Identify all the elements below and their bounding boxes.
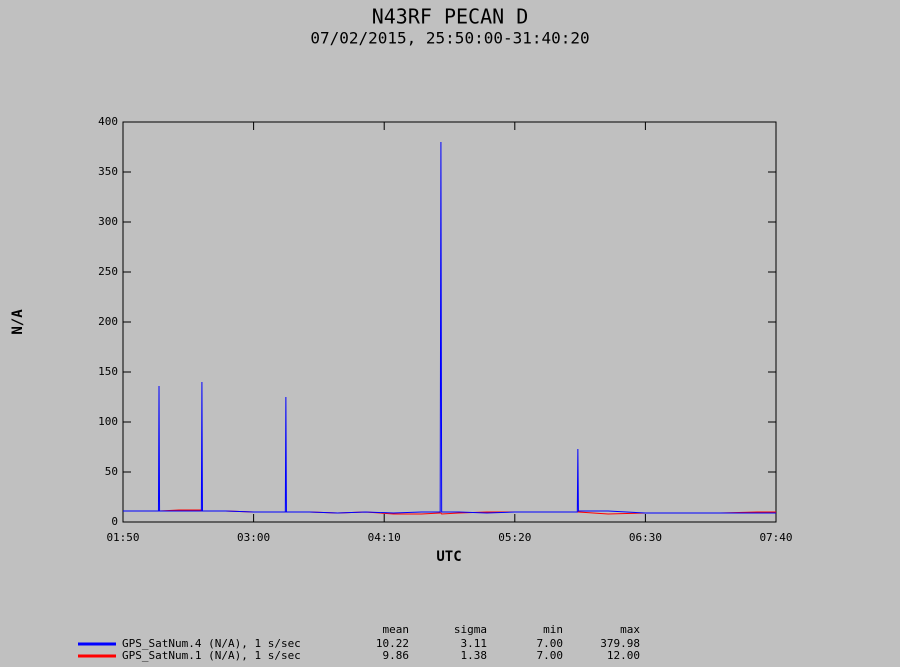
stats-header: max [620,623,640,636]
x-tick-label: 01:50 [106,531,139,544]
data-line [123,509,776,515]
y-tick-label: 100 [98,415,118,428]
legend-label: GPS_SatNum.1 (N/A), 1 s/sec [122,649,301,662]
stats-value: 3.11 [461,637,488,650]
y-axis-label: N/A [10,309,26,335]
x-tick-label: 07:40 [759,531,792,544]
x-tick-label: 05:20 [498,531,531,544]
stats-header: sigma [454,623,487,636]
chart-title: N43RF PECAN D [372,5,529,29]
stats-value: 9.86 [383,649,410,662]
stats-value: 12.00 [607,649,640,662]
plot-frame [122,121,777,523]
y-tick-label: 250 [98,265,118,278]
x-axis-label: UTC [436,549,461,565]
stats-value: 1.38 [461,649,488,662]
stats-value: 7.00 [537,649,564,662]
stats-header: min [543,623,563,636]
x-tick-label: 03:00 [237,531,270,544]
x-tick-label: 04:10 [368,531,401,544]
y-tick-label: 350 [98,165,118,178]
y-tick-label: 300 [98,215,118,228]
y-tick-label: 200 [98,315,118,328]
chart-subtitle: 07/02/2015, 25:50:00-31:40:20 [310,29,589,48]
stats-value: 379.98 [600,637,640,650]
y-tick-label: 50 [105,465,118,478]
stats-header: mean [383,623,410,636]
data-line [123,142,776,514]
x-tick-label: 06:30 [629,531,662,544]
stats-value: 7.00 [537,637,564,650]
y-tick-label: 150 [98,365,118,378]
legend-label: GPS_SatNum.4 (N/A), 1 s/sec [122,637,301,650]
y-tick-label: 400 [98,115,118,128]
stats-value: 10.22 [376,637,409,650]
y-tick-label: 0 [111,515,118,528]
